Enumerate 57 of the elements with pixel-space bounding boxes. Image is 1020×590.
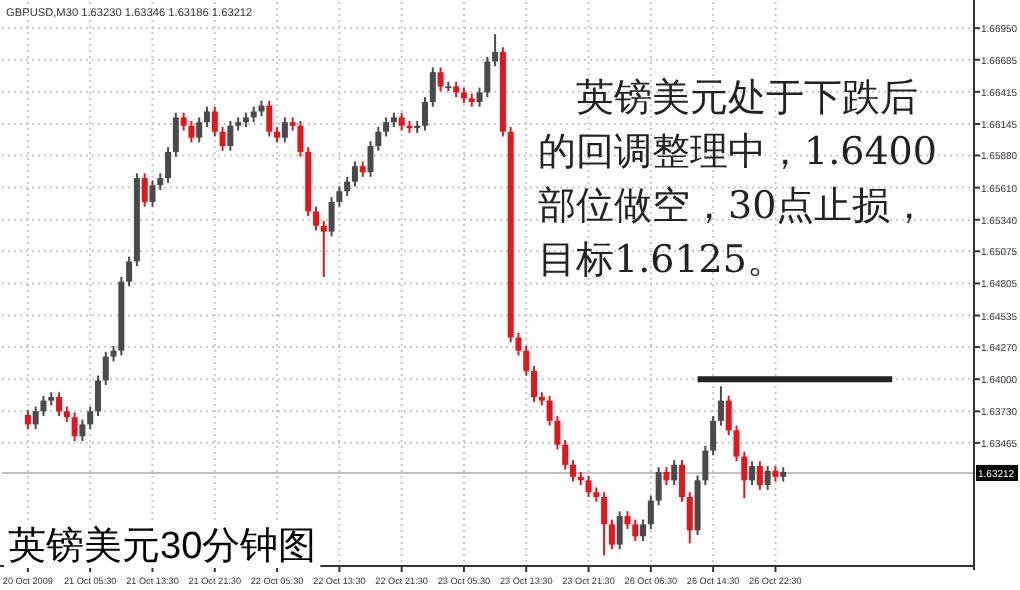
candlestick xyxy=(616,510,623,551)
candlestick xyxy=(749,460,756,487)
candlestick xyxy=(671,459,678,487)
candlestick xyxy=(313,205,320,232)
candlestick xyxy=(655,466,662,507)
candlestick xyxy=(523,344,530,377)
candlestick xyxy=(562,438,569,471)
candlestick xyxy=(79,418,86,443)
candlestick xyxy=(632,518,639,543)
candlestick xyxy=(492,33,499,68)
candlestick xyxy=(297,119,304,158)
candlestick xyxy=(437,66,444,93)
candlestick xyxy=(227,119,234,152)
candlestick xyxy=(422,96,429,132)
candlestick xyxy=(320,219,327,278)
candlestick xyxy=(149,179,156,208)
annotation: 目标1.6125。 xyxy=(538,238,785,282)
candlestick xyxy=(219,125,226,152)
candlestick xyxy=(717,385,724,427)
annotation: 部位做空，30点止损， xyxy=(538,184,929,228)
candlestick xyxy=(608,518,615,551)
candlestick xyxy=(24,409,31,431)
candlestick xyxy=(266,99,273,138)
candlestick xyxy=(196,116,203,144)
candlestick xyxy=(203,105,210,128)
candlestick xyxy=(640,518,647,543)
text: 英镑美元30分钟图 xyxy=(8,524,317,568)
candlestick xyxy=(351,160,358,188)
candlestick xyxy=(281,116,288,144)
candlestick xyxy=(764,465,771,491)
candlestick xyxy=(601,491,608,557)
candlestick xyxy=(344,175,351,197)
candlestick xyxy=(756,460,763,491)
candlestick xyxy=(725,394,732,437)
candlestick xyxy=(165,146,172,184)
candlestick xyxy=(188,119,195,144)
candlestick xyxy=(102,350,109,387)
candlestick xyxy=(585,474,592,498)
candlestick xyxy=(484,55,491,99)
candlestick xyxy=(678,459,685,503)
candlestick xyxy=(126,255,133,288)
candlestick xyxy=(172,111,179,158)
candlestick xyxy=(686,491,693,545)
candlestick xyxy=(429,66,436,108)
candlestick xyxy=(647,494,654,531)
candlestick xyxy=(87,405,94,431)
candlestick xyxy=(710,415,717,457)
candlestick xyxy=(71,411,78,443)
annotation: 的回调整理中，1.6400 xyxy=(538,130,937,174)
candlestick xyxy=(56,391,63,418)
candlestick xyxy=(383,116,390,138)
candlestick xyxy=(531,365,538,403)
candlestick xyxy=(94,374,101,418)
candlestick xyxy=(141,172,148,208)
candlestick xyxy=(569,459,576,483)
candlestick xyxy=(211,105,218,138)
annotation: 英镑美元处于下跌后 xyxy=(576,76,918,120)
